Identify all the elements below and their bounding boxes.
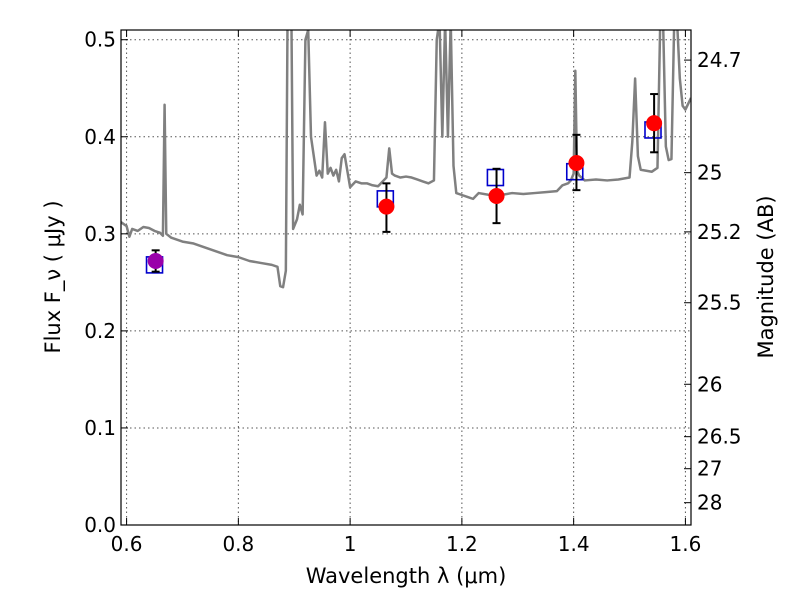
right-tick-label: 26.5 <box>697 425 742 449</box>
y-tick-label: 0.3 <box>84 222 116 246</box>
plot-area <box>121 30 691 289</box>
x-tick-label: 0.6 <box>111 532 143 556</box>
right-tick-label: 28 <box>697 491 722 515</box>
observed-data-point <box>378 198 395 215</box>
y-tick-label: 0.5 <box>84 28 116 52</box>
right-tick-label: 25 <box>697 161 722 185</box>
y-axis-label: Flux F_ν ( μJy ) <box>41 200 66 353</box>
observed-data-point <box>147 253 164 269</box>
observed-data-point <box>646 115 663 132</box>
x-tick-label: 1.6 <box>670 532 702 556</box>
grid <box>121 30 691 525</box>
y-tick-label: 0.2 <box>84 319 116 343</box>
x-tick-label: 0.8 <box>222 532 254 556</box>
y-tick-label: 0.1 <box>84 416 116 440</box>
x-axis-label: Wavelength λ (μm) <box>306 564 507 588</box>
right-tick-label: 24.7 <box>697 48 742 72</box>
y-tick-label: 0.4 <box>84 125 116 149</box>
y-tick-label: 0.0 <box>84 513 116 537</box>
right-axis-label: Magnitude (AB) <box>754 195 778 358</box>
observed-data-point <box>488 187 505 204</box>
model-spectrum-line <box>121 30 691 289</box>
x-tick-label: 1 <box>344 532 357 556</box>
axes-labels: Wavelength λ (μm) Flux F_ν ( μJy ) Magni… <box>41 195 778 588</box>
observed-data-point <box>568 154 585 171</box>
plot-frame <box>120 29 692 526</box>
right-tick-label: 25.2 <box>697 220 742 244</box>
right-tick-label: 25.5 <box>697 291 742 315</box>
right-tick-label: 27 <box>697 457 722 481</box>
model-photometry-square <box>486 168 505 187</box>
right-tick-label: 26 <box>697 372 722 396</box>
axes-ticks: 0.6 0.8 1 1.2 1.4 1.6 0.0 0.1 0.2 0.3 0.4 0.5 24.7 25… <box>84 28 741 556</box>
x-tick-label: 1.2 <box>446 532 478 556</box>
x-tick-label: 1.4 <box>558 532 590 556</box>
